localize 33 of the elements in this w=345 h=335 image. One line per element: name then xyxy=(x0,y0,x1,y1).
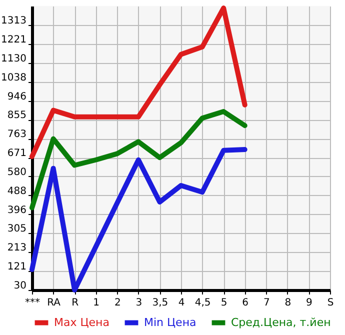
x-tick-label: 5 xyxy=(220,298,228,308)
y-tick-label: 213 xyxy=(7,242,26,254)
x-tick-label: 3 xyxy=(136,298,142,308)
y-tick-label: 30 xyxy=(14,280,26,292)
y-tick-label: 1130 xyxy=(1,53,26,64)
x-tick-label: *** xyxy=(25,298,40,308)
x-tick-label: RA xyxy=(47,298,61,308)
x-tick-label: 8 xyxy=(284,298,292,308)
x-tick-label: S xyxy=(327,298,334,308)
x-tick-label: R xyxy=(72,298,79,308)
y-tick-label: 305 xyxy=(7,224,26,235)
legend-label: Сред.Цена, т.йен xyxy=(231,316,331,329)
y-tick-label: 763 xyxy=(7,129,26,140)
x-tick-label: 1 xyxy=(93,298,100,308)
y-tick-label: 1221 xyxy=(1,34,26,46)
y-tick-label: 396 xyxy=(7,204,26,216)
y-tick-label: 671 xyxy=(7,148,26,160)
x-tick-label: 7 xyxy=(263,298,270,308)
legend-label: Max Цена xyxy=(54,316,110,329)
y-tick-label: 1313 xyxy=(1,16,26,26)
x-tick-label: 6 xyxy=(242,298,249,308)
x-tick-label: 4,5 xyxy=(194,298,211,308)
y-tick-label: 1038 xyxy=(1,72,26,84)
y-tick-label: 855 xyxy=(7,110,26,122)
y-tick-label: 121 xyxy=(7,262,26,273)
x-tick-label: 4 xyxy=(178,298,185,308)
x-tick-label: 3,5 xyxy=(152,298,168,308)
y-tick-label: 580 xyxy=(7,166,26,178)
x-tick-label: 9 xyxy=(306,298,312,308)
legend-label: Min Цена xyxy=(144,316,196,329)
x-tick-label: 2 xyxy=(114,298,121,308)
y-tick-label: 488 xyxy=(7,186,26,197)
y-tick-label: 946 xyxy=(7,91,26,102)
